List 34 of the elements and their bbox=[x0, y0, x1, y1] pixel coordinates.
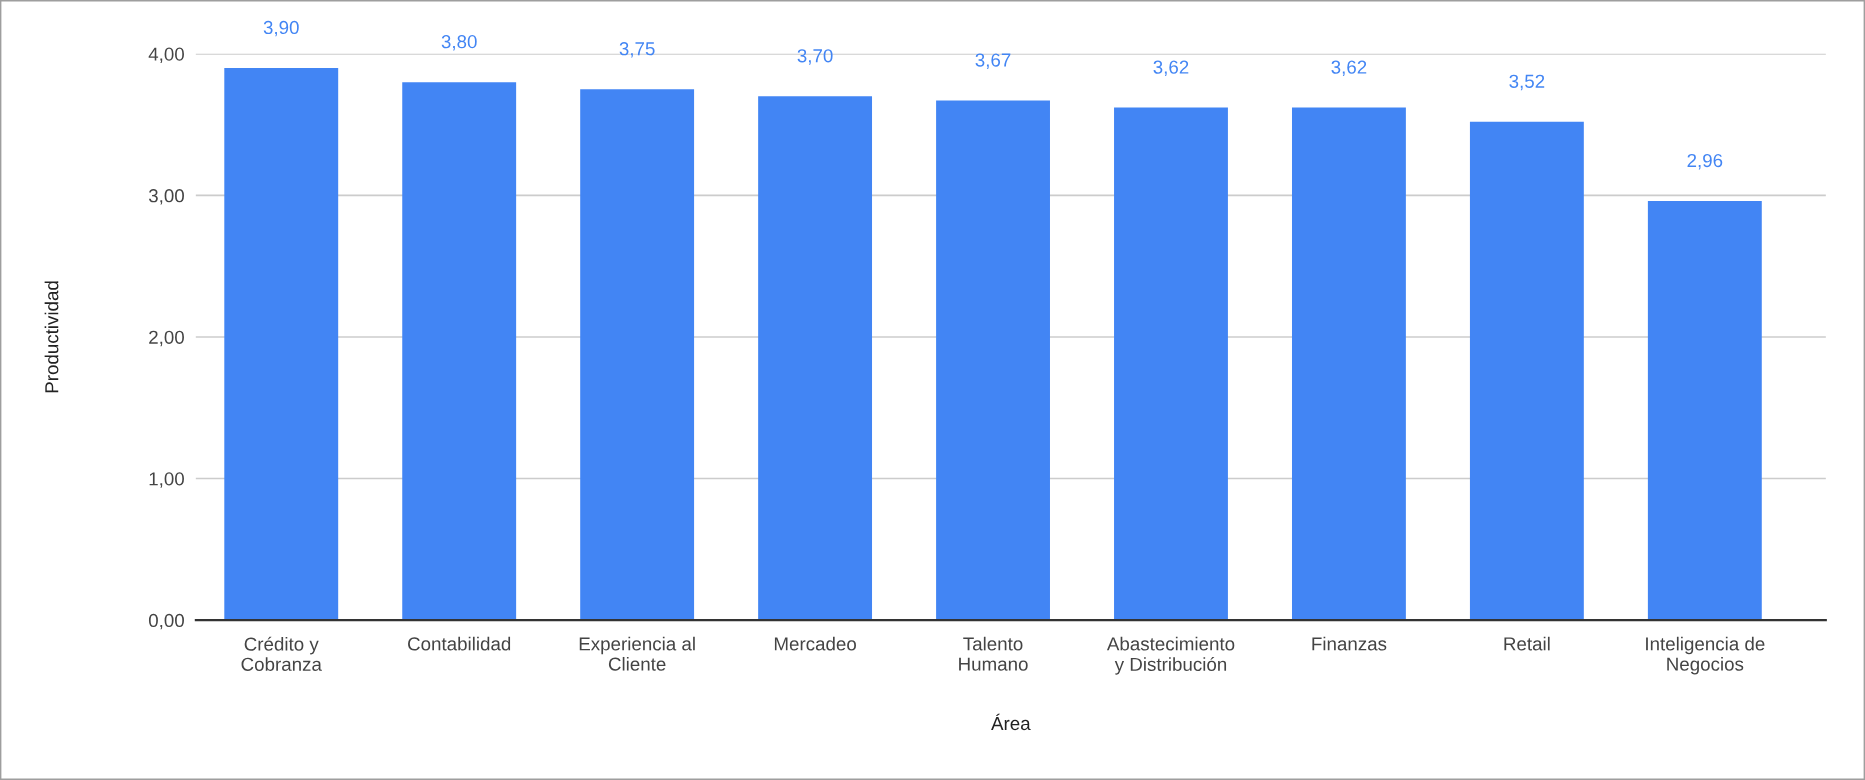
x-tick-label: Retail bbox=[1504, 636, 1550, 651]
data-label: 3,75 bbox=[619, 42, 655, 58]
x-tick-label: Crédito y Cobranza bbox=[241, 636, 322, 671]
y-tick-label: 3,00 bbox=[148, 189, 184, 205]
bar bbox=[1647, 201, 1762, 621]
y-tick-label: 4,00 bbox=[148, 47, 184, 64]
bar bbox=[1469, 121, 1584, 621]
data-label: 3,62 bbox=[1153, 60, 1189, 76]
x-tick-label: Finanzas bbox=[1312, 636, 1387, 651]
bar bbox=[758, 96, 873, 621]
x-tick-label: Inteligencia de Negocios bbox=[1646, 636, 1765, 675]
data-label: 3,67 bbox=[975, 53, 1011, 69]
y-axis-title: Productividad bbox=[44, 281, 59, 393]
y-tick-label: 2,00 bbox=[149, 330, 184, 347]
x-tick-label: Abastecimiento y Distribución bbox=[1106, 636, 1235, 675]
bar bbox=[580, 89, 695, 621]
data-label: 2,96 bbox=[1687, 153, 1723, 170]
x-tick-label: Mercadeo bbox=[774, 636, 856, 651]
x-tick-label: Experiencia al Cliente bbox=[579, 636, 695, 671]
bar bbox=[1114, 107, 1228, 621]
bar bbox=[1291, 107, 1406, 621]
data-label: 3,70 bbox=[797, 49, 833, 65]
x-tick-label: Contabilidad bbox=[408, 636, 511, 651]
data-label: 3,62 bbox=[1331, 60, 1367, 76]
y-tick-label: 1,00 bbox=[149, 472, 184, 488]
x-axis-title: Área bbox=[991, 713, 1031, 731]
bar bbox=[224, 67, 339, 621]
data-label: 3,90 bbox=[263, 20, 299, 37]
x-tick-label: Talento Humano bbox=[959, 636, 1028, 671]
y-tick-label: 0,00 bbox=[148, 613, 184, 630]
data-label: 3,52 bbox=[1509, 74, 1545, 91]
data-label: 3,80 bbox=[441, 35, 477, 51]
bar bbox=[936, 100, 1050, 621]
bar bbox=[402, 82, 517, 621]
